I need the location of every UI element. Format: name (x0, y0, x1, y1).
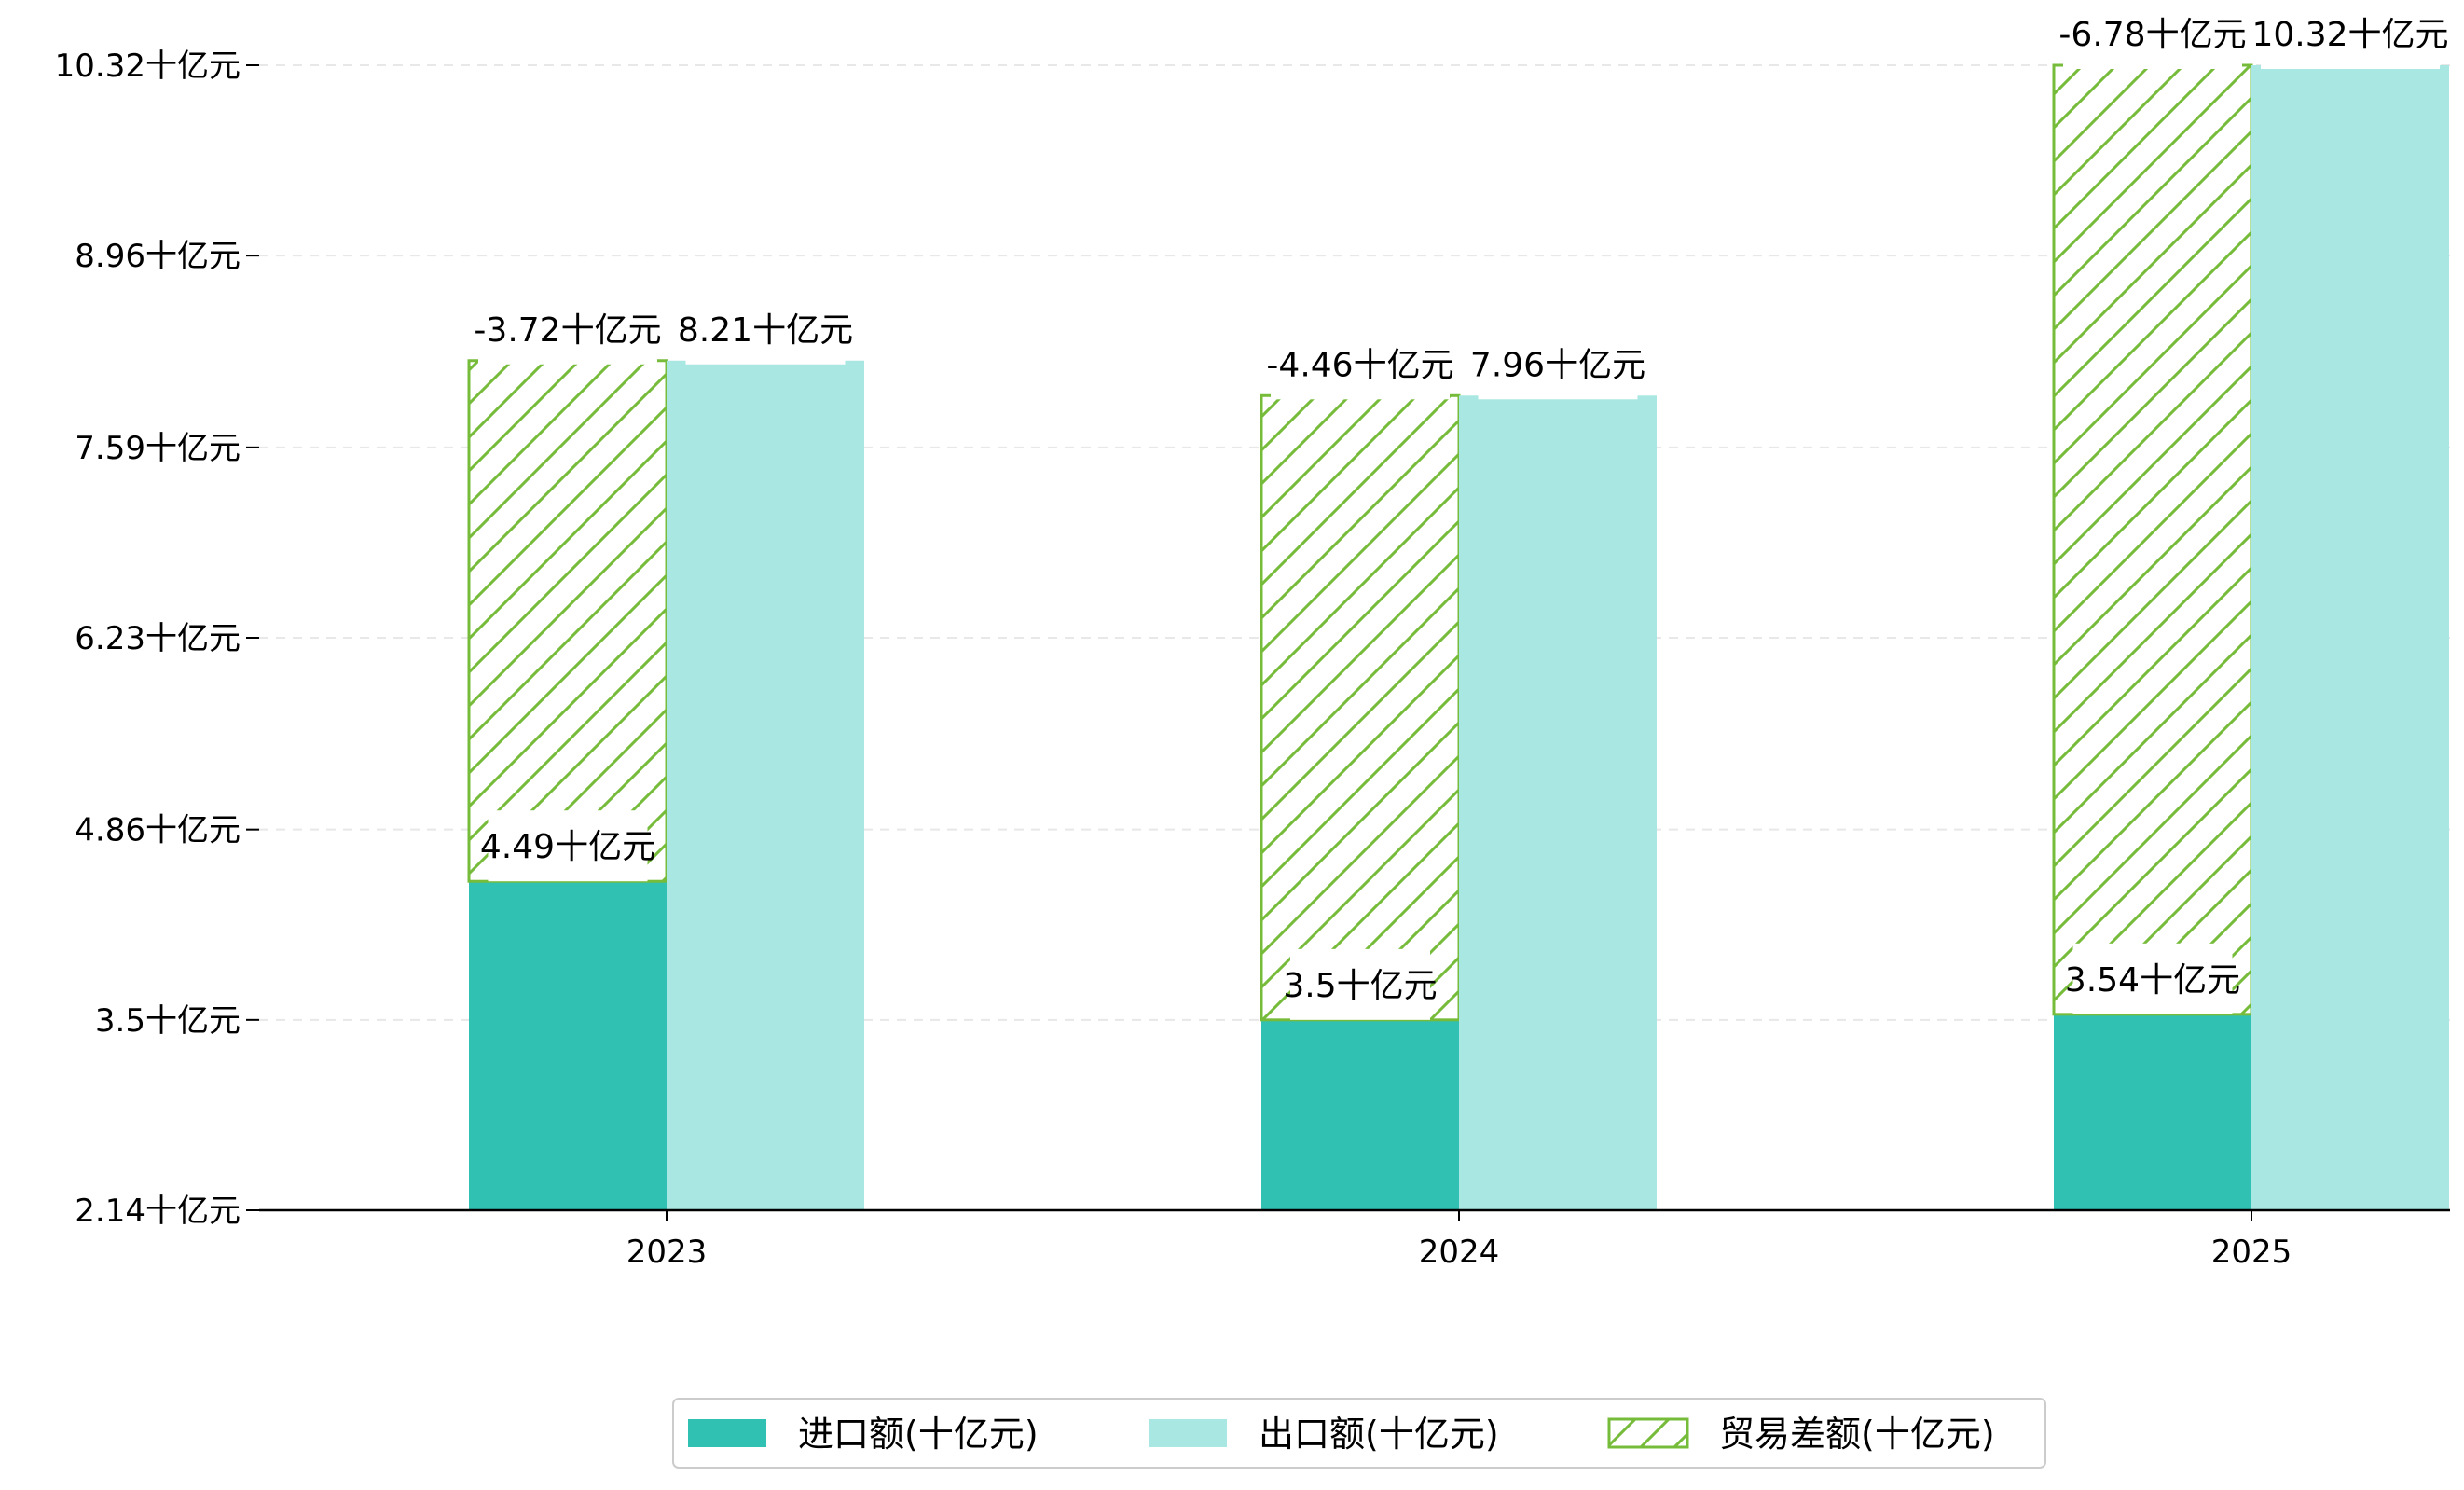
export-bar (2251, 65, 2449, 1210)
import-bar (1261, 1019, 1459, 1210)
import-value-label: 3.5十亿元 (1283, 967, 1437, 1005)
y-tick-label: 3.5十亿元 (95, 1002, 241, 1040)
legend: 进口额(十亿元) 出口额(十亿元) 贸易差额(十亿元) (672, 1398, 2046, 1469)
balance-bar (2052, 63, 2253, 1016)
export-value-label-bg (685, 293, 846, 365)
export-value-label-bg (2261, 0, 2440, 69)
import-value-label: 4.49十亿元 (480, 828, 655, 866)
bars (467, 63, 2449, 1210)
import-value-label-bg (488, 810, 648, 882)
y-tick-label: 10.32十亿元 (55, 48, 241, 85)
export-value-label: 10.32十亿元 (2251, 16, 2448, 54)
export-bar (1459, 395, 1657, 1210)
y-tick-label: 8.96十亿元 (75, 238, 241, 275)
balance-bar (467, 359, 668, 883)
x-tick-label: 2024 (1419, 1234, 1500, 1271)
balance-value-label-bg (478, 293, 657, 365)
export-value-label: 7.96十亿元 (1470, 346, 1645, 384)
axes: 2.14十亿元 3.5十亿元 4.86十亿元 6.23十亿元 7.59十亿元 8.96十亿… (55, 48, 2450, 1271)
y-tick-label: 4.86十亿元 (75, 812, 241, 849)
import-value-label-bg (2072, 943, 2233, 1014)
legend-swatch (1149, 1419, 1227, 1447)
export-value-label: 8.21十亿元 (678, 311, 853, 350)
legend-label: 进口额(十亿元) (798, 1414, 1039, 1455)
balance-value-label-bg (1271, 328, 1450, 400)
import-bar (469, 881, 667, 1210)
export-value-label-bg (1478, 328, 1638, 400)
x-tick-label: 2025 (2211, 1234, 2292, 1271)
legend-swatch (1607, 1417, 1689, 1449)
balance-value-label-bg (2063, 0, 2242, 69)
balance-value-label: -3.72十亿元 (474, 311, 661, 350)
legend-label: 贸易差额(十亿元) (1719, 1414, 1995, 1455)
x-tick-label: 2023 (626, 1234, 708, 1271)
legend-swatch (688, 1419, 766, 1447)
import-value-label-bg (1290, 948, 1430, 1020)
balance-bar (1260, 393, 1461, 1022)
data-labels: 8.21十亿元 -3.72十亿元 4.49十亿元 7.96十亿元 -4.46十亿元 3.5… (474, 0, 2449, 1020)
legend-frame (672, 1398, 2046, 1469)
import-value-label: 3.54十亿元 (2065, 961, 2240, 1000)
y-tick-label: 2.14十亿元 (75, 1193, 241, 1230)
import-bar (2054, 1014, 2251, 1210)
legend-label: 出口额(十亿元) (1259, 1414, 1499, 1455)
balance-value-label: -4.46十亿元 (1266, 346, 1453, 384)
y-tick-label: 6.23十亿元 (75, 620, 241, 657)
y-tick-label: 7.59十亿元 (75, 430, 241, 467)
balance-value-label: -6.78十亿元 (2058, 16, 2246, 54)
export-bar (667, 360, 864, 1210)
